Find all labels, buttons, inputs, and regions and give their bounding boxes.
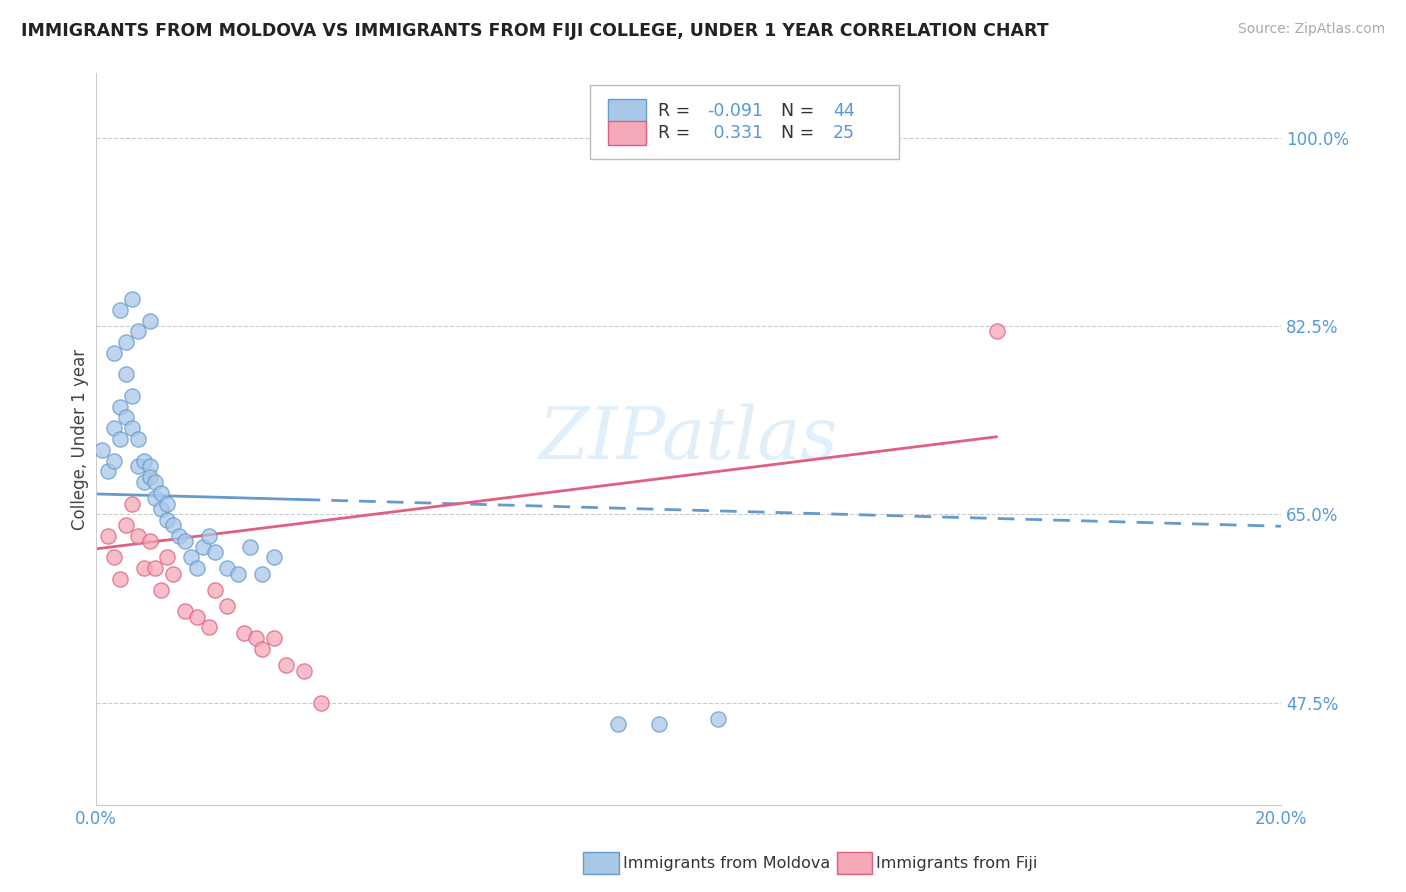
Point [138, 458, 160, 473]
Point [204, 582, 226, 597]
Point [215, 561, 238, 575]
Point [121, 292, 143, 306]
Point [145, 561, 167, 575]
Text: N =: N = [770, 124, 820, 142]
Point [263, 631, 285, 645]
Point [103, 421, 125, 435]
Point [191, 540, 214, 554]
Point [167, 529, 190, 543]
Point [91, 442, 114, 457]
Point [250, 566, 273, 581]
Point [108, 432, 131, 446]
Point [114, 335, 136, 350]
Text: 25: 25 [834, 124, 855, 142]
Point [127, 529, 149, 543]
Point [606, 717, 628, 731]
Point [250, 642, 273, 657]
Point [986, 324, 1008, 338]
Text: N =: N = [770, 102, 820, 120]
FancyBboxPatch shape [591, 85, 900, 160]
Point [127, 432, 149, 446]
Point [145, 491, 167, 506]
Point [245, 631, 267, 645]
Point [103, 346, 125, 360]
Point [150, 502, 173, 516]
Point [97, 464, 120, 478]
Point [707, 712, 730, 726]
Text: Immigrants from Moldova: Immigrants from Moldova [623, 856, 830, 871]
Point [132, 561, 155, 575]
Point [274, 658, 297, 673]
Point [215, 599, 238, 613]
Text: R =: R = [658, 102, 696, 120]
Point [132, 453, 155, 467]
Point [174, 604, 197, 618]
Point [114, 518, 136, 533]
Point [239, 540, 262, 554]
Point [145, 475, 167, 489]
Point [186, 609, 208, 624]
Point [138, 534, 160, 549]
Y-axis label: College, Under 1 year: College, Under 1 year [72, 349, 89, 530]
Point [103, 550, 125, 565]
Bar [607, 99, 645, 123]
Point [121, 389, 143, 403]
Point [180, 550, 202, 565]
Point [197, 529, 219, 543]
Point [156, 550, 179, 565]
Point [108, 572, 131, 586]
Point [311, 696, 333, 710]
Point [150, 486, 173, 500]
Point [162, 566, 184, 581]
Text: 0.331: 0.331 [707, 124, 762, 142]
Text: -0.091: -0.091 [707, 102, 763, 120]
Point [132, 475, 155, 489]
Text: Immigrants from Fiji: Immigrants from Fiji [876, 856, 1038, 871]
Point [127, 458, 149, 473]
Point [156, 513, 179, 527]
Point [186, 561, 208, 575]
Point [138, 313, 160, 327]
Text: Source: ZipAtlas.com: Source: ZipAtlas.com [1237, 22, 1385, 37]
Point [108, 302, 131, 317]
Point [127, 324, 149, 338]
Point [114, 368, 136, 382]
Text: IMMIGRANTS FROM MOLDOVA VS IMMIGRANTS FROM FIJI COLLEGE, UNDER 1 YEAR CORRELATIO: IMMIGRANTS FROM MOLDOVA VS IMMIGRANTS FR… [21, 22, 1049, 40]
Point [114, 410, 136, 425]
Point [204, 545, 226, 559]
Point [121, 497, 143, 511]
Text: R =: R = [658, 124, 696, 142]
Point [292, 664, 315, 678]
Point [108, 400, 131, 414]
Text: ZIPatlas: ZIPatlas [538, 404, 838, 475]
Point [648, 717, 671, 731]
Point [138, 469, 160, 483]
Point [103, 453, 125, 467]
Point [233, 625, 256, 640]
Point [162, 518, 184, 533]
Point [228, 566, 250, 581]
Point [263, 550, 285, 565]
Text: 44: 44 [834, 102, 855, 120]
Point [97, 529, 120, 543]
Bar [607, 121, 645, 145]
Point [121, 421, 143, 435]
Point [156, 497, 179, 511]
Point [197, 620, 219, 634]
Point [150, 582, 173, 597]
Point [174, 534, 197, 549]
